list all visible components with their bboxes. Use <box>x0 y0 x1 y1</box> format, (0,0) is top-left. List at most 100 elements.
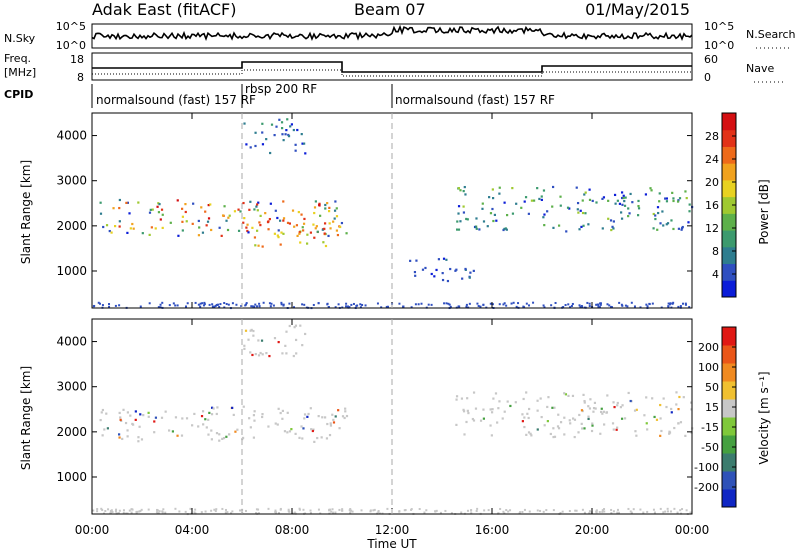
ground-cell <box>378 512 381 515</box>
ground-cell <box>519 511 522 514</box>
range-cell <box>616 199 619 202</box>
range-cell <box>298 436 301 439</box>
ground-cell <box>515 305 518 308</box>
range-cell <box>321 416 324 419</box>
range-cell <box>463 185 466 189</box>
ground-cell <box>681 508 684 511</box>
range-cell <box>313 211 316 215</box>
ground-cell <box>648 303 651 306</box>
range-cell <box>301 437 304 440</box>
range-cell <box>583 399 586 403</box>
ground-cell <box>598 306 601 309</box>
range-cell <box>652 212 655 216</box>
nsearch-label: N.Search <box>746 28 796 41</box>
range-cell <box>506 400 509 403</box>
range-cell <box>542 216 545 219</box>
ground-cell <box>97 301 100 304</box>
range-cell <box>126 231 129 235</box>
range-cell <box>105 224 109 227</box>
colorbar-tick-label: 16 <box>705 199 719 212</box>
range-cell <box>207 418 210 421</box>
ground-cell <box>499 507 502 510</box>
range-cell <box>433 275 436 278</box>
range-cell <box>629 192 632 196</box>
ground-cell <box>559 511 562 514</box>
range-cell <box>589 398 592 401</box>
colorbar-tick-label: 4 <box>712 268 719 281</box>
colorbar-swatch <box>722 399 736 418</box>
colorbar-swatch <box>722 113 736 131</box>
ground-cell <box>380 306 383 309</box>
ground-cell <box>468 302 471 305</box>
freq-label: Freq. <box>4 52 31 65</box>
range-cell <box>305 242 309 245</box>
range-cell <box>552 226 555 229</box>
range-cell <box>129 414 132 417</box>
range-cell <box>257 354 261 357</box>
ground-cell <box>208 303 211 306</box>
range-cell <box>320 436 323 439</box>
cpid-panel: CPID normalsound (fast) 157 RF rbsp 200 … <box>4 82 555 108</box>
range-cell <box>600 407 603 410</box>
ground-cell <box>203 303 206 306</box>
range-cell <box>580 409 584 412</box>
range-cell <box>540 195 543 198</box>
range-cell <box>681 225 684 229</box>
ground-cell <box>489 302 492 305</box>
range-cell <box>276 234 279 237</box>
ground-cell <box>254 303 257 306</box>
range-cell <box>125 201 128 205</box>
ground-cell <box>185 305 188 308</box>
range-cell <box>528 407 531 411</box>
range-cell <box>242 436 245 440</box>
range-cell <box>176 199 179 202</box>
ground-cell <box>621 304 624 307</box>
ground-cell <box>174 507 177 510</box>
ground-cell <box>386 507 389 510</box>
ground-cell <box>337 303 340 306</box>
ground-cell <box>497 512 500 515</box>
freq-tick-top: 18 <box>70 53 84 66</box>
range-cell <box>659 222 662 225</box>
ground-cell <box>503 302 506 305</box>
ground-cell <box>646 305 649 308</box>
ground-cell <box>114 510 117 513</box>
range-cell <box>622 196 625 200</box>
range-cell <box>603 423 606 426</box>
range-cell <box>300 213 303 216</box>
range-cell <box>280 231 283 234</box>
range-cell <box>118 225 121 228</box>
range-cell <box>523 425 526 429</box>
ground-cell <box>225 303 228 306</box>
range-cell <box>249 329 252 332</box>
colorbar-swatch <box>722 129 736 147</box>
ground-cell <box>450 512 453 515</box>
range-cell <box>677 227 681 230</box>
range-cell <box>210 406 214 409</box>
range-cell <box>222 436 226 440</box>
range-cell <box>616 426 619 429</box>
range-cell <box>654 217 657 221</box>
ground-cell <box>603 510 606 513</box>
range-cell <box>563 416 566 419</box>
range-cell <box>324 203 327 207</box>
range-cell <box>482 408 485 411</box>
range-cell <box>493 213 497 217</box>
range-cell <box>207 433 210 436</box>
range-cell <box>114 224 117 228</box>
range-cell <box>294 149 297 152</box>
ground-cell <box>279 507 282 510</box>
ground-cell <box>268 302 271 305</box>
range-cell <box>479 419 483 422</box>
ground-cell <box>642 511 645 514</box>
range-cell <box>289 125 292 128</box>
range-cell <box>324 207 327 210</box>
range-cell <box>656 228 659 231</box>
range-cell <box>556 425 560 428</box>
range-cell <box>158 203 161 206</box>
ground-cell <box>645 303 648 306</box>
range-cell <box>244 329 248 332</box>
colorbar-tick-label: 50 <box>705 381 719 394</box>
ground-cell <box>178 510 181 513</box>
range-cell <box>481 207 484 210</box>
